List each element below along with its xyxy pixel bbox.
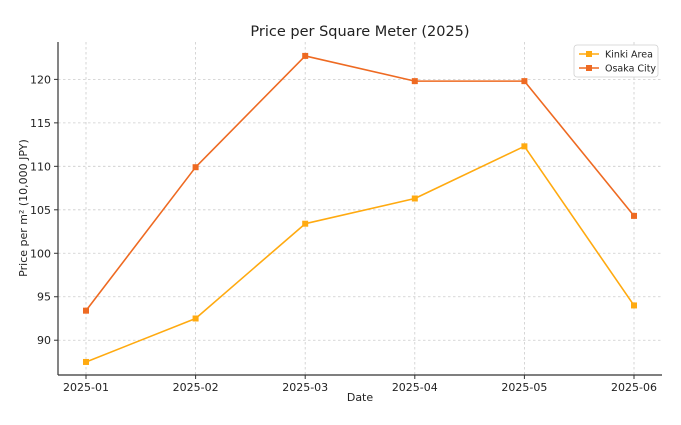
axes [57, 42, 662, 376]
data-point [192, 164, 199, 171]
data-point [521, 143, 528, 150]
data-point [302, 220, 309, 227]
legend-label: Kinki Area [605, 50, 653, 61]
legend-entry: Osaka City [579, 64, 656, 75]
x-tick-label: 2025-01 [63, 381, 109, 394]
legend-swatch-marker [586, 65, 592, 71]
grid [58, 42, 662, 375]
data-point [411, 78, 418, 85]
chart-title: Price per Square Meter (2025) [250, 24, 469, 40]
y-axis-label: Price per m² (10,000 JPY) [17, 139, 30, 277]
x-axis-label: Date [347, 391, 374, 404]
series-group [83, 52, 637, 365]
legend-box [573, 44, 659, 78]
y-tick-label: 90 [37, 334, 51, 347]
y-ticks: 90 95 100 105 110 115 120 [30, 73, 58, 347]
data-point [192, 315, 199, 322]
series-osaka-city [83, 52, 637, 314]
x-tick-label: 2025-03 [282, 381, 328, 394]
legend: Kinki Area Osaka City [573, 44, 659, 78]
legend-swatch-marker [586, 51, 592, 57]
data-point [631, 302, 637, 309]
x-tick-label: 2025-04 [392, 381, 438, 394]
series-line [85, 145, 635, 363]
y-tick-label: 115 [30, 117, 51, 130]
legend-entry: Kinki Area [579, 50, 653, 61]
data-point [83, 358, 89, 365]
y-tick-label: 105 [30, 204, 51, 217]
series-kinki-area [83, 143, 637, 365]
x-tick-label: 2025-06 [611, 381, 657, 394]
y-tick-label: 120 [30, 73, 51, 86]
y-tick-label: 110 [30, 160, 51, 173]
y-tick-label: 95 [37, 291, 51, 304]
data-point [411, 195, 418, 202]
x-tick-label: 2025-05 [501, 381, 547, 394]
x-tick-label: 2025-02 [173, 381, 219, 394]
y-tick-label: 100 [30, 247, 51, 260]
data-point [83, 307, 89, 314]
data-point [521, 78, 528, 85]
data-point [631, 212, 637, 219]
x-ticks: 2025-01 2025-02 2025-03 2025-04 2025-05 2025-… [63, 375, 657, 394]
data-point [302, 52, 309, 59]
legend-label: Osaka City [605, 64, 656, 75]
series-line [85, 55, 635, 312]
